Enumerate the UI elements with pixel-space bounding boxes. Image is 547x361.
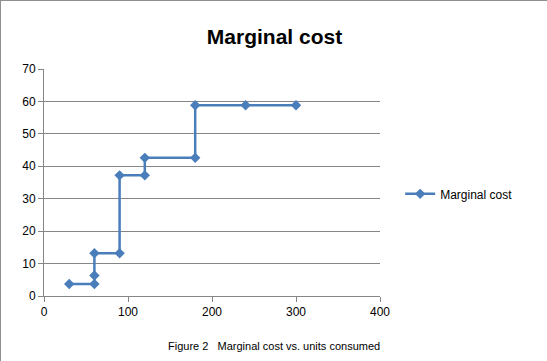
svg-text:0: 0 [41,305,48,319]
svg-text:Marginal cost: Marginal cost [440,188,512,202]
svg-text:200: 200 [202,305,222,319]
svg-text:40: 40 [22,159,36,173]
svg-text:10: 10 [22,257,36,271]
svg-text:50: 50 [22,127,36,141]
svg-text:Marginal cost: Marginal cost [207,25,342,48]
svg-text:100: 100 [118,305,138,319]
svg-text:70: 70 [22,62,36,76]
svg-text:20: 20 [22,224,36,238]
svg-text:300: 300 [286,305,306,319]
svg-text:30: 30 [22,192,36,206]
svg-text:400: 400 [370,305,390,319]
svg-text:Figure 2 Marginal cost vs. u: Figure 2 Marginal cost vs. units consume… [168,340,380,352]
svg-text:0: 0 [29,289,36,303]
svg-text:60: 60 [22,95,36,109]
